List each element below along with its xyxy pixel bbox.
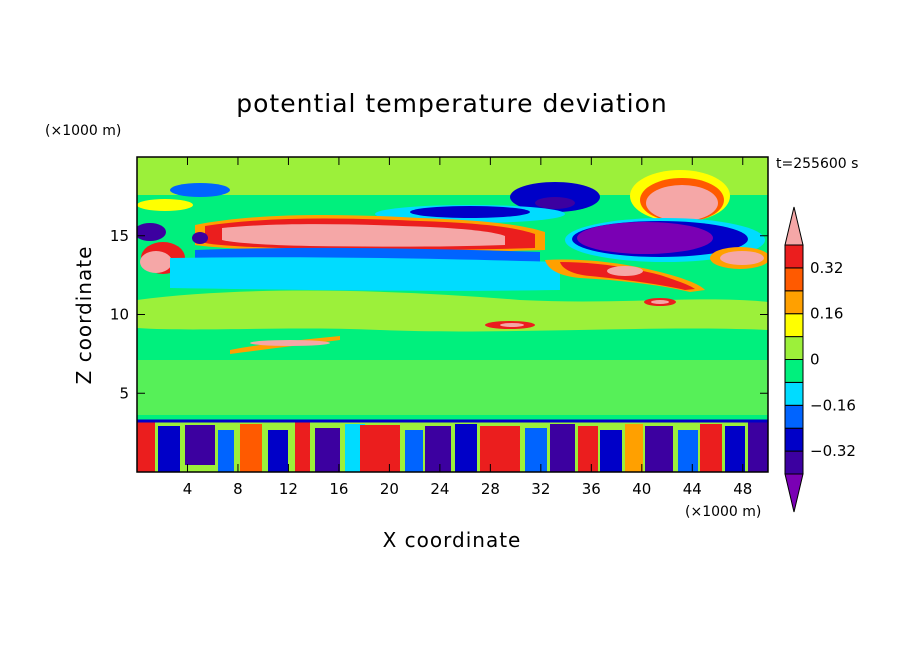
x-tick-label-4: 20: [380, 480, 399, 498]
colorbar-band-8: [784, 267, 804, 292]
x-tick-label-1: 8: [233, 480, 243, 498]
field-lower-green: [137, 360, 768, 415]
colorbar-band-1: [784, 427, 804, 452]
field-left-navy-blob: [137, 223, 166, 241]
colorbar-tick-label-4: −0.32: [810, 442, 856, 460]
plot-area: [137, 157, 768, 472]
field-right-spot-pink: [651, 300, 669, 304]
colorbar-band-4: [784, 359, 804, 383]
x-tick-label-7: 32: [531, 480, 550, 498]
x-axis-ticks: 4 8 12 16 20 24 28 32 36 40 44 48: [183, 157, 752, 498]
colorbar-tick-label-1: 0.16: [810, 305, 843, 323]
colorbar-extend-top: [784, 206, 804, 246]
y-tick-label-0: 5: [119, 384, 129, 402]
field-mid-streak-pink: [250, 340, 330, 346]
field-mid-spot-pink: [500, 323, 524, 327]
field-cold-band-cyan: [170, 257, 560, 291]
colorbar-tick-label-3: −0.16: [810, 396, 856, 414]
x-tick-label-10: 44: [683, 480, 702, 498]
chart-title: potential temperature deviation: [236, 89, 667, 118]
field-green-wave: [137, 290, 768, 332]
field-right-warm-pink: [607, 266, 643, 276]
x-axis-label: X coordinate: [383, 528, 522, 552]
colorbar: 0.32 0.16 0 −0.16 −0.32: [784, 206, 856, 513]
x-tick-label-0: 4: [183, 480, 193, 498]
field-right-cold-purple: [577, 222, 713, 254]
y-unit-label: (×1000 m): [45, 123, 121, 139]
field-right-pink: [646, 185, 718, 221]
colorbar-band-6: [784, 313, 804, 338]
colorbar-band-2: [784, 404, 804, 429]
field-boundary-cells: [137, 422, 768, 472]
colorbar-band-7: [784, 290, 804, 315]
field-left-yellow: [137, 199, 193, 211]
y-tick-label-2: 15: [110, 227, 129, 245]
field-right-warm-streak-red: [560, 262, 695, 290]
colorbar-tick-label-0: 0.32: [810, 259, 843, 277]
x-tick-label-5: 24: [430, 480, 449, 498]
x-tick-label-2: 12: [279, 480, 298, 498]
colorbar-band-3: [784, 381, 804, 406]
colorbar-band-5: [784, 336, 804, 361]
x-tick-label-6: 28: [481, 480, 500, 498]
field-warm-band-pink: [222, 224, 505, 247]
field-left-navy-small: [192, 232, 208, 244]
x-tick-label-3: 16: [329, 480, 348, 498]
y-tick-label-1: 10: [110, 306, 129, 324]
colorbar-tick-label-2: 0: [810, 351, 820, 369]
colorbar-band-0: [784, 450, 804, 475]
y-axis-label: Z coordinate: [72, 246, 96, 385]
colorbar-band-9: [784, 244, 804, 269]
field-left-pink-blob: [140, 251, 172, 273]
field-top-purple-small: [535, 197, 575, 209]
x-tick-label-8: 36: [582, 480, 601, 498]
y-axis-ticks: 5 10 15: [110, 227, 768, 402]
field-top-navy-band: [410, 206, 530, 218]
field-right-edge-pink: [720, 251, 764, 265]
time-label: t=255600 s: [776, 156, 858, 172]
colorbar-extend-bottom: [784, 473, 804, 513]
x-tick-label-9: 40: [632, 480, 651, 498]
x-unit-label: (×1000 m): [685, 504, 761, 520]
x-tick-label-11: 48: [733, 480, 752, 498]
field-top-blue-left: [170, 183, 230, 197]
